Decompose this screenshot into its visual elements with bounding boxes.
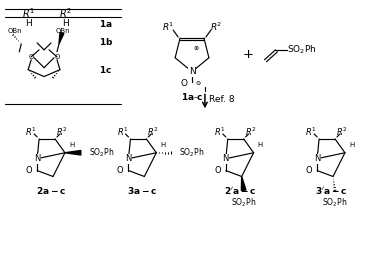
Text: SO$_2$Ph: SO$_2$Ph bbox=[179, 147, 204, 159]
Text: $\mathbf{1c}$: $\mathbf{1c}$ bbox=[99, 64, 112, 75]
Text: OBn: OBn bbox=[56, 28, 70, 34]
Text: H: H bbox=[25, 19, 32, 28]
Text: O: O bbox=[117, 166, 124, 175]
Text: O: O bbox=[305, 166, 312, 175]
Text: $R^2$: $R^2$ bbox=[210, 21, 222, 33]
Text: O: O bbox=[29, 54, 34, 60]
Text: $R^2$: $R^2$ bbox=[336, 126, 348, 138]
Text: $\mathbf{1a}$-$\mathbf{c}$: $\mathbf{1a}$-$\mathbf{c}$ bbox=[181, 91, 203, 102]
Text: $R^2$: $R^2$ bbox=[245, 126, 256, 138]
Text: N: N bbox=[188, 67, 196, 76]
Text: N: N bbox=[222, 154, 229, 163]
Text: $\mathbf{1a}$: $\mathbf{1a}$ bbox=[99, 18, 113, 29]
Text: $R^1$: $R^1$ bbox=[22, 6, 35, 20]
Text: O: O bbox=[180, 79, 187, 88]
Text: SO$_2$Ph: SO$_2$Ph bbox=[287, 44, 317, 56]
Text: $\mathbf{2'a-c}$: $\mathbf{2'a-c}$ bbox=[224, 185, 256, 196]
Text: $R^1$: $R^1$ bbox=[305, 126, 317, 138]
Text: $+$: $+$ bbox=[242, 48, 253, 61]
Text: $R^1$: $R^1$ bbox=[117, 126, 128, 138]
Polygon shape bbox=[241, 176, 246, 191]
Text: $\mathbf{2a-c}$: $\mathbf{2a-c}$ bbox=[36, 185, 66, 196]
Text: $R^2$: $R^2$ bbox=[59, 6, 72, 20]
Text: Ref. 8: Ref. 8 bbox=[209, 95, 235, 104]
Text: O: O bbox=[54, 54, 60, 60]
Text: $R^2$: $R^2$ bbox=[147, 126, 159, 138]
Polygon shape bbox=[65, 150, 81, 155]
Text: $\mathbf{3a-c}$: $\mathbf{3a-c}$ bbox=[127, 185, 158, 196]
Text: H: H bbox=[349, 142, 354, 148]
Text: N: N bbox=[314, 154, 320, 163]
Text: H: H bbox=[160, 142, 165, 148]
Text: O: O bbox=[25, 166, 32, 175]
Text: $R^1$: $R^1$ bbox=[25, 126, 37, 138]
Text: H: H bbox=[63, 19, 69, 28]
Text: $R^2$: $R^2$ bbox=[56, 126, 68, 138]
Text: N: N bbox=[125, 154, 132, 163]
Text: SO$_2$Ph: SO$_2$Ph bbox=[231, 196, 256, 209]
Text: N: N bbox=[34, 154, 40, 163]
Text: SO$_2$Ph: SO$_2$Ph bbox=[322, 196, 348, 209]
Text: $\ominus$: $\ominus$ bbox=[195, 80, 202, 88]
Text: H: H bbox=[258, 142, 263, 148]
Text: $\mathbf{3'a-c}$: $\mathbf{3'a-c}$ bbox=[315, 185, 347, 196]
Text: $\oplus$: $\oplus$ bbox=[193, 44, 199, 52]
Text: OBn: OBn bbox=[8, 28, 23, 34]
Text: SO$_2$Ph: SO$_2$Ph bbox=[89, 147, 114, 159]
Text: H: H bbox=[69, 142, 74, 148]
Text: $\mathbf{1b}$: $\mathbf{1b}$ bbox=[99, 37, 113, 47]
Text: $R^1$: $R^1$ bbox=[214, 126, 226, 138]
Polygon shape bbox=[59, 33, 64, 44]
Text: $R^1$: $R^1$ bbox=[162, 21, 174, 33]
Text: O: O bbox=[214, 166, 221, 175]
